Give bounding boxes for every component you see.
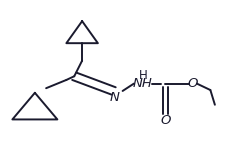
Text: NH: NH (133, 77, 153, 90)
Text: O: O (160, 114, 171, 127)
Text: N: N (110, 91, 120, 104)
Text: H: H (139, 69, 147, 82)
Text: O: O (187, 77, 198, 90)
